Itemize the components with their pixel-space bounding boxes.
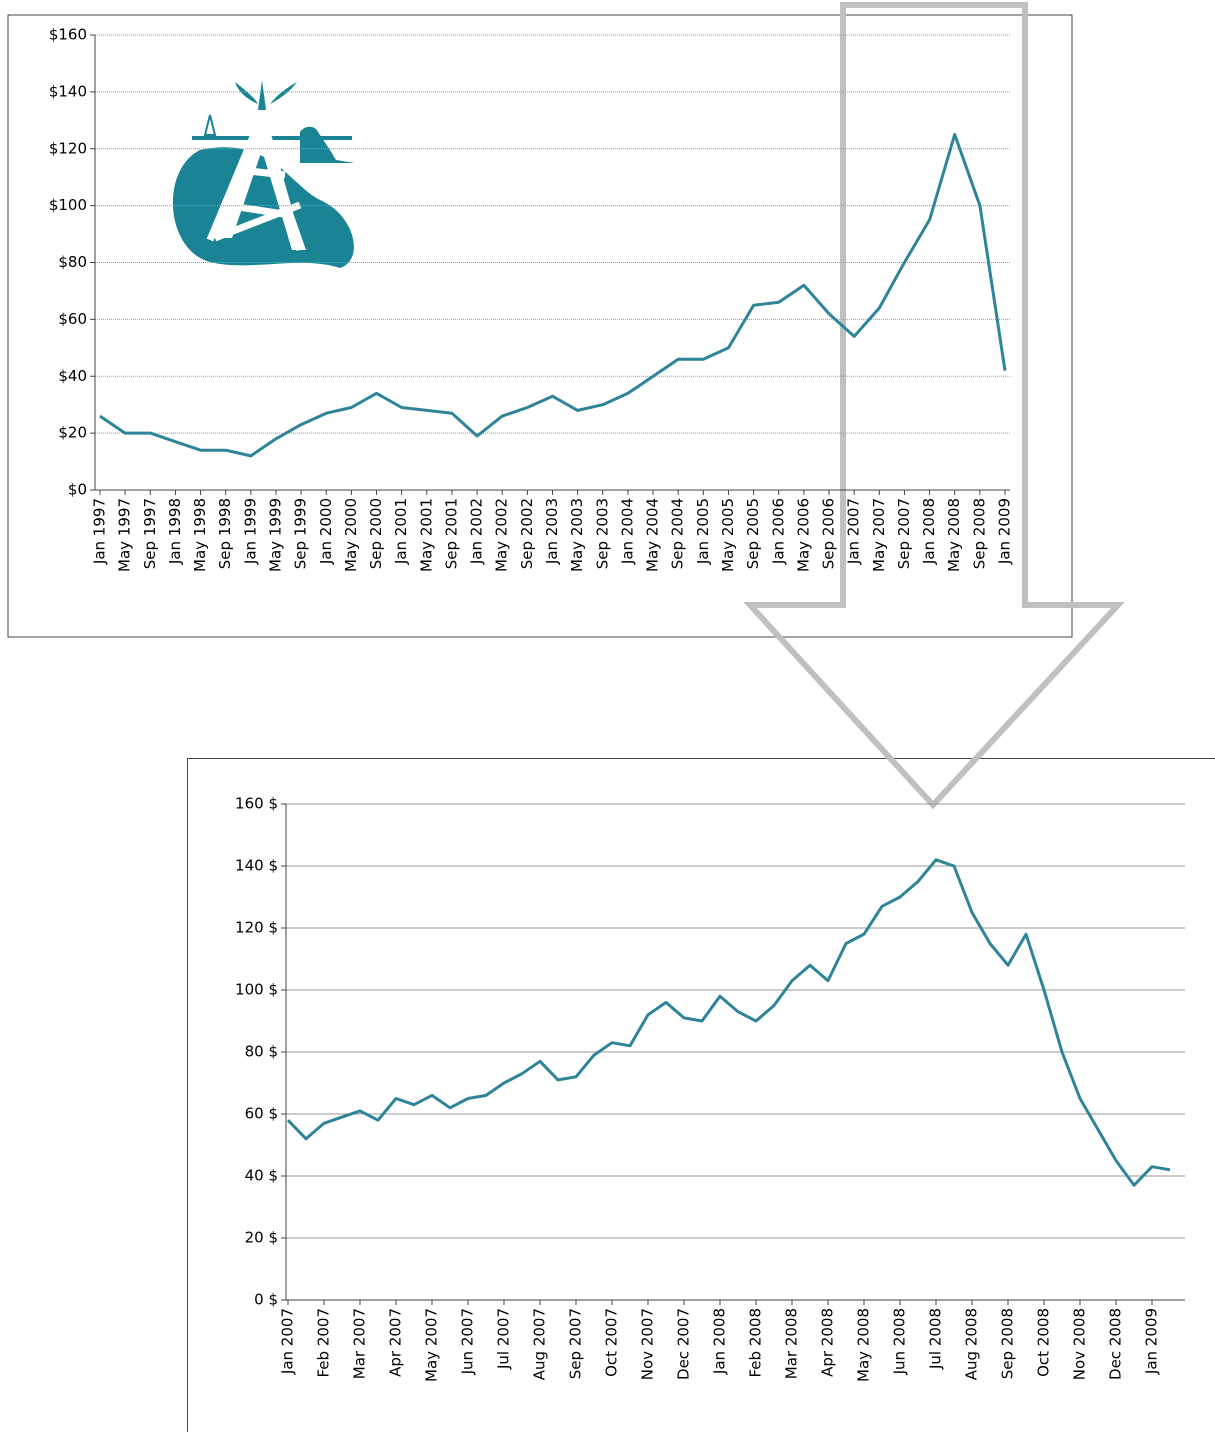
x-tick-label: May 2003 (568, 498, 586, 572)
x-tick-label: May 1998 (191, 498, 209, 572)
x-tick-label: Aug 2008 (963, 1308, 981, 1380)
x-tick-label: Sep 2007 (567, 1308, 585, 1379)
y-tick-label: $160 (49, 26, 87, 44)
y-tick-label: 40 $ (245, 1167, 278, 1185)
x-tick-label: Jan 2004 (618, 498, 636, 565)
x-tick-label: May 2000 (342, 498, 360, 572)
x-tick-label: Sep 2003 (593, 498, 611, 569)
x-tick-label: Sep 2005 (744, 498, 762, 569)
x-tick-label: May 1999 (266, 498, 284, 572)
x-tick-label: May 2007 (423, 1308, 441, 1382)
x-tick-label: May 2007 (870, 498, 888, 572)
x-tick-label: May 2008 (855, 1308, 873, 1382)
top-frame (7, 14, 1073, 638)
x-tick-label: Jan 2009 (1143, 1308, 1161, 1375)
x-tick-label: Jan 2007 (845, 498, 863, 565)
x-tick-label: Jan 1998 (166, 498, 184, 565)
x-tick-label: Jan 1997 (91, 498, 109, 565)
x-tick-label: Dec 2007 (675, 1308, 693, 1380)
x-tick-label: Sep 2007 (895, 498, 913, 569)
y-tick-label: $140 (49, 82, 87, 100)
x-tick-label: Jun 2008 (891, 1308, 909, 1375)
x-tick-label: May 2008 (945, 498, 963, 572)
x-tick-label: Sep 2002 (518, 498, 536, 569)
x-tick-label: Jan 2002 (468, 498, 486, 565)
x-tick-label: Sep 1997 (141, 498, 159, 569)
x-tick-label: Jan 2009 (996, 498, 1014, 565)
bottom-frame (187, 758, 1215, 1432)
x-tick-label: Mar 2007 (351, 1308, 369, 1379)
x-tick-label: Jan 1999 (241, 498, 259, 565)
y-tick-label: 160 $ (235, 795, 278, 813)
x-tick-label: Sep 2008 (999, 1308, 1017, 1379)
x-tick-label: Sep 2006 (820, 498, 838, 569)
x-tick-label: Jun 2007 (459, 1308, 477, 1375)
x-tick-label: Sep 2000 (367, 498, 385, 569)
x-tick-label: Jan 2000 (317, 498, 335, 565)
y-tick-label: 120 $ (235, 919, 278, 937)
x-tick-label: Mar 2008 (783, 1308, 801, 1379)
y-tick-label: $40 (58, 367, 87, 385)
x-tick-label: Sep 1998 (216, 498, 234, 569)
x-tick-label: May 2005 (719, 498, 737, 572)
price-line (286, 858, 1171, 1187)
x-tick-label: May 2004 (644, 498, 662, 572)
x-tick-label: Oct 2008 (1035, 1308, 1053, 1377)
x-tick-label: May 2001 (417, 498, 435, 572)
x-tick-label: Dec 2008 (1107, 1308, 1125, 1380)
x-tick-label: Jan 2005 (694, 498, 712, 565)
x-tick-label: Nov 2007 (639, 1308, 657, 1380)
y-tick-label: 60 $ (245, 1105, 278, 1123)
zoom-arrow (743, 2, 1125, 810)
y-tick-label: $120 (49, 139, 87, 157)
y-tick-label: $60 (58, 310, 87, 328)
oil-icon (172, 80, 355, 268)
y-tick-label: $80 (58, 253, 87, 271)
x-tick-label: Jan 2008 (920, 498, 938, 565)
y-tick-label: 80 $ (245, 1043, 278, 1061)
x-tick-label: Jan 2001 (392, 498, 410, 565)
x-tick-label: Jan 2007 (279, 1308, 297, 1375)
x-tick-label: Jul 2007 (495, 1308, 513, 1370)
x-tick-label: Jan 2008 (711, 1308, 729, 1375)
x-tick-label: Sep 2004 (669, 498, 687, 569)
x-tick-label: Jan 2006 (769, 498, 787, 565)
price-line (99, 133, 1007, 458)
x-tick-label: Sep 2008 (970, 498, 988, 569)
x-tick-label: Sep 2001 (442, 498, 460, 569)
x-tick-label: Feb 2008 (747, 1308, 765, 1378)
y-tick-label: 100 $ (235, 981, 278, 999)
y-tick-label: 0 $ (254, 1291, 278, 1309)
x-tick-label: Jul 2008 (927, 1308, 945, 1370)
x-tick-label: Sep 1999 (292, 498, 310, 569)
x-tick-label: Apr 2008 (819, 1308, 837, 1377)
x-tick-label: May 1997 (116, 498, 134, 572)
y-tick-label: 20 $ (245, 1229, 278, 1247)
y-tick-label: 140 $ (235, 857, 278, 875)
y-tick-label: $0 (68, 481, 87, 499)
x-tick-label: May 2002 (493, 498, 511, 572)
x-tick-label: Feb 2007 (315, 1308, 333, 1378)
x-tick-label: Oct 2007 (603, 1308, 621, 1377)
x-tick-label: Aug 2007 (531, 1308, 549, 1380)
y-tick-label: $20 (58, 424, 87, 442)
y-tick-label: $100 (49, 196, 87, 214)
x-tick-label: Apr 2007 (387, 1308, 405, 1377)
x-tick-label: Jan 2003 (543, 498, 561, 565)
x-tick-label: May 2006 (794, 498, 812, 572)
x-tick-label: Nov 2008 (1071, 1308, 1089, 1380)
